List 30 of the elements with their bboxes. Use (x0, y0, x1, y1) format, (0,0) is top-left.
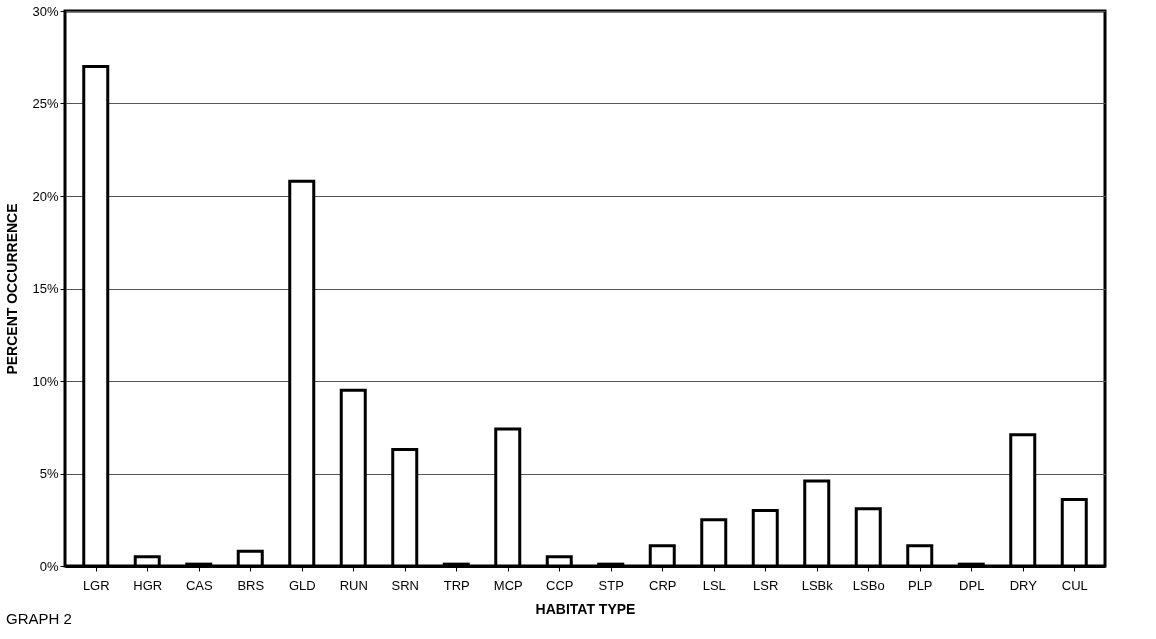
x-tick-label: TRP (443, 577, 470, 593)
x-tick-label: CCP (546, 577, 574, 593)
x-tick-label: LSBk (801, 577, 834, 593)
x-tick-label: GLD (288, 577, 316, 593)
x-tick-label: SRN (391, 577, 419, 593)
y-tick-label: 10% (32, 373, 59, 389)
x-tick-label: CUL (1061, 577, 1088, 593)
y-tick-label: 30% (32, 3, 59, 19)
x-tick-label: STP (598, 577, 624, 593)
x-tick-label: HGR (133, 577, 163, 593)
x-tick-label: CAS (185, 577, 213, 593)
y-tick-label: 15% (32, 281, 59, 296)
x-axis-title: HABITAT TYPE (535, 600, 636, 617)
x-tick-label: LGR (82, 577, 110, 593)
y-tick-label: 5% (39, 466, 59, 481)
x-tick-label: LSL (702, 577, 726, 593)
x-tick-label: CRP (649, 577, 677, 593)
caption: GRAPH 2 (5, 610, 72, 627)
x-tick-label: LSBo (852, 577, 885, 593)
x-tick-label: BRS (237, 577, 265, 593)
x-tick-label: DRY (1009, 577, 1038, 593)
y-tick-label: 20% (32, 188, 59, 204)
y-tick-label: 0% (39, 558, 59, 574)
y-tick-label: 25% (32, 96, 59, 111)
x-tick-label: MCP (493, 577, 523, 593)
x-tick-label: DPL (959, 577, 985, 593)
x-tick-label: RUN (339, 577, 368, 593)
x-tick-label: PLP (907, 577, 933, 593)
y-axis-title: PERCENT OCCURRENCE (4, 203, 21, 375)
x-tick-label: LSR (753, 577, 779, 593)
